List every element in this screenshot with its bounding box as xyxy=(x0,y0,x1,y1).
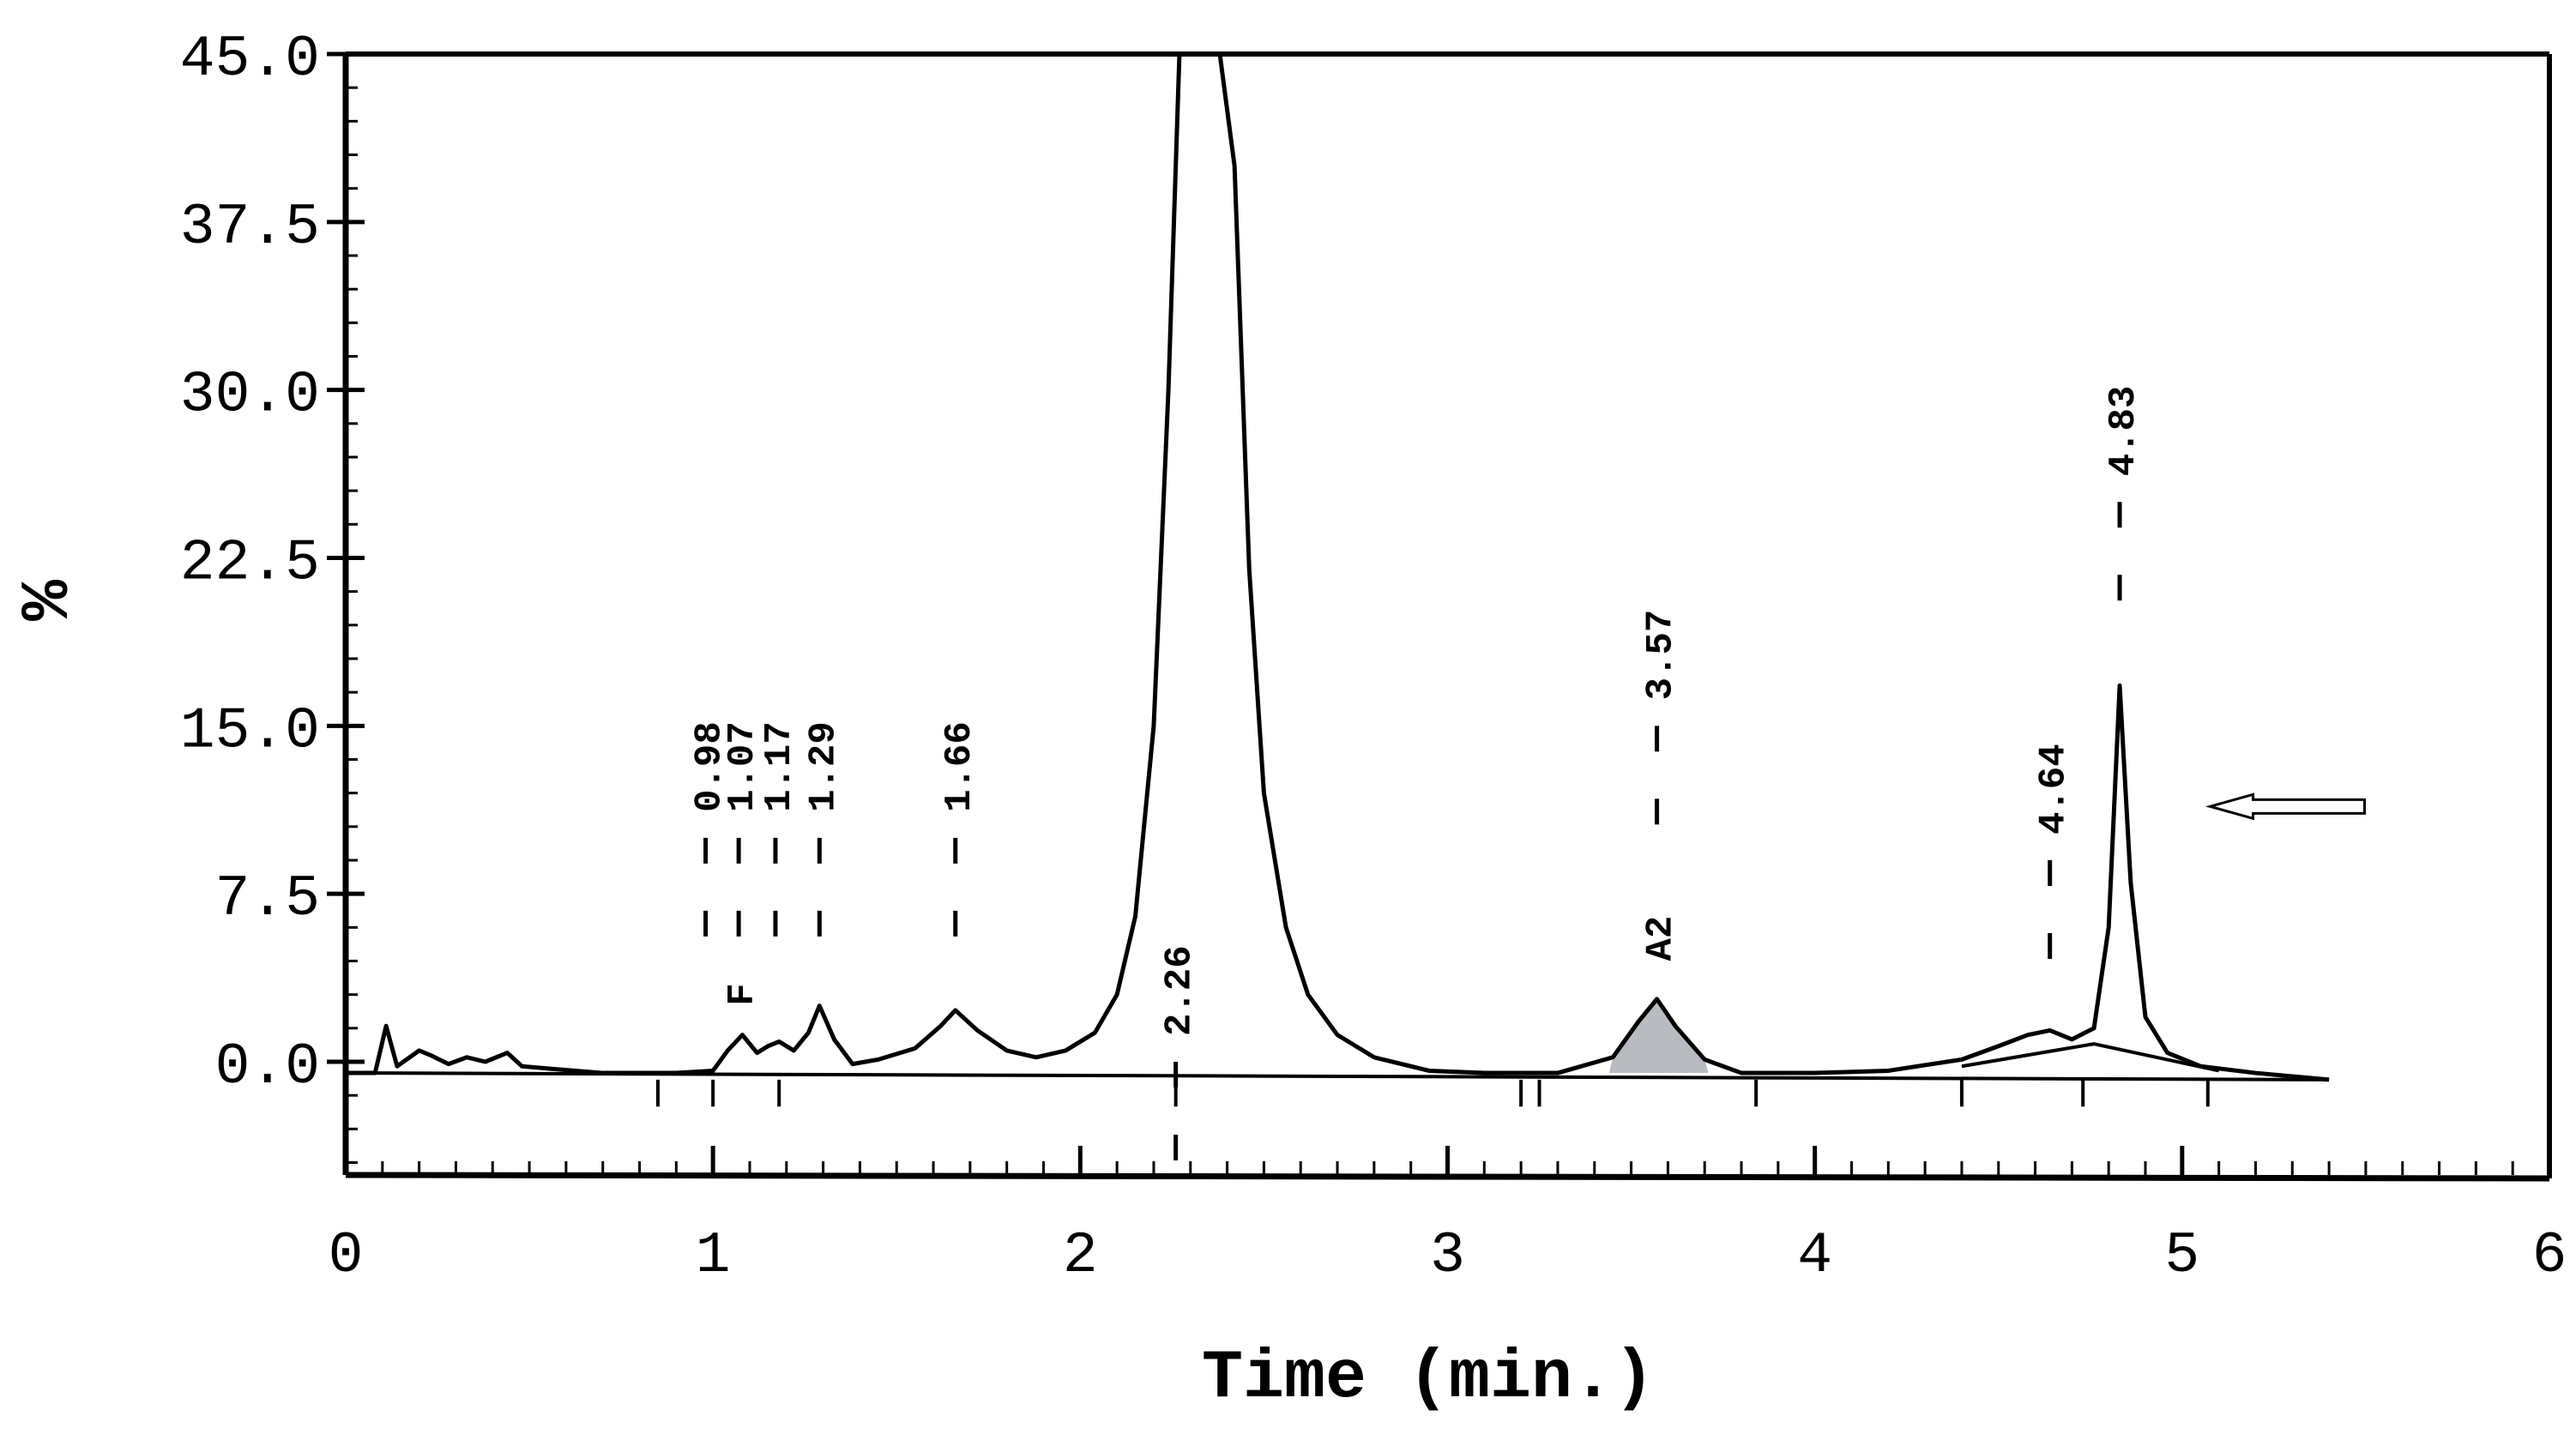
peak-label: 1.07 xyxy=(721,721,764,812)
y-axis-title: % xyxy=(10,579,88,621)
arrow-icon xyxy=(2205,792,2367,821)
x-tick-label: 2 xyxy=(1063,1223,1098,1289)
shaded-peak-area xyxy=(1608,998,1709,1074)
x-axis-ticks xyxy=(343,1146,2552,1175)
peak-label: 1.66 xyxy=(938,721,981,812)
peak-tag: F xyxy=(721,983,764,1005)
peak-label: 3.57 xyxy=(1640,610,1683,701)
peak-label: 1.17 xyxy=(758,721,801,812)
x-tick-label: 6 xyxy=(2532,1223,2567,1289)
y-tick-label: 15.0 xyxy=(180,698,320,764)
y-tick-label: 45.0 xyxy=(180,27,320,93)
integration-ticks xyxy=(655,1079,2210,1107)
peak-tags: F A2 xyxy=(721,916,1682,1006)
peak-markers xyxy=(703,502,2122,1160)
peak-label: 2.26 xyxy=(1159,945,1202,1036)
y-tick-label: 22.5 xyxy=(180,531,320,597)
x-axis-title: Time (min.) xyxy=(1202,1340,1655,1418)
y-axis-ticks xyxy=(327,51,365,1164)
baseline-drop xyxy=(1961,1042,2220,1073)
peak-label: 1.29 xyxy=(802,721,845,812)
peak-labels: 0.98 1.07 1.17 1.29 1.66 2.26 3.57 4.64 … xyxy=(689,386,2145,1036)
peak-label: 4.83 xyxy=(2102,386,2145,477)
peak-tag: A2 xyxy=(1640,916,1683,961)
y-tick-labels: 45.0 37.5 30.0 22.5 15.0 7.5 0.0 xyxy=(180,27,320,1100)
x-tick-label: 4 xyxy=(1797,1223,1832,1289)
peak-label: 4.64 xyxy=(2033,744,2076,834)
y-tick-label: 0.0 xyxy=(215,1034,320,1100)
y-tick-label: 30.0 xyxy=(180,363,320,429)
x-tick-label: 5 xyxy=(2164,1223,2199,1289)
chromatogram-trace xyxy=(346,54,2330,1082)
x-tick-label: 0 xyxy=(329,1223,364,1289)
x-tick-label: 3 xyxy=(1430,1223,1465,1289)
x-axis-line xyxy=(345,1172,2550,1182)
y-tick-label: 7.5 xyxy=(215,866,320,932)
peak-label: 0.98 xyxy=(689,721,732,812)
x-tick-labels: 0 1 2 3 4 5 6 xyxy=(329,1223,2567,1289)
y-tick-label: 37.5 xyxy=(180,195,320,261)
plot-frame xyxy=(342,51,2552,1182)
x-tick-label: 1 xyxy=(696,1223,731,1289)
